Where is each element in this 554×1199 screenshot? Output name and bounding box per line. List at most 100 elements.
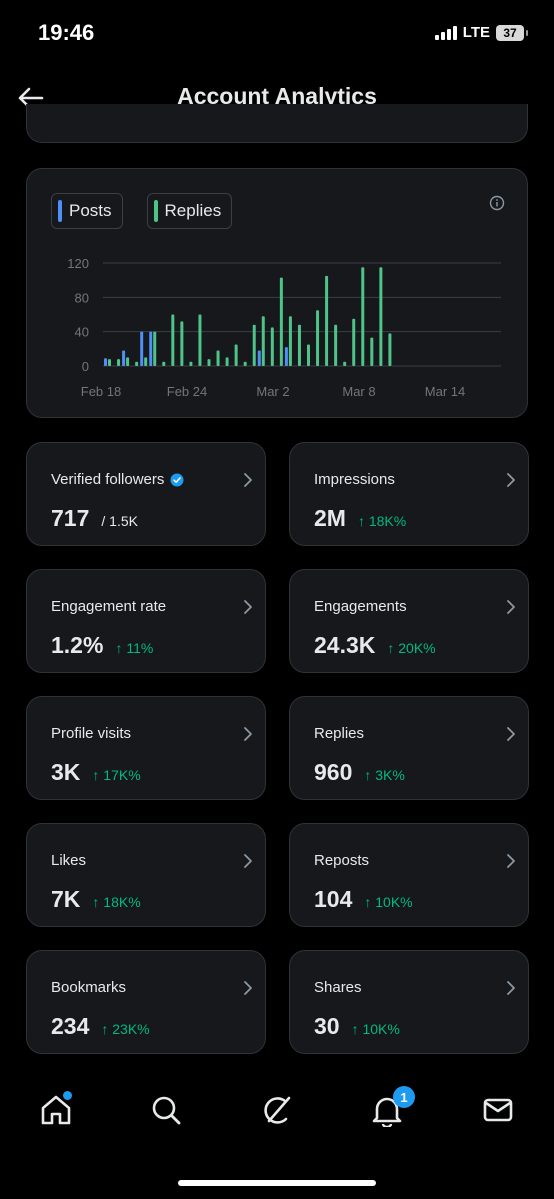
legend-replies-swatch [153,200,158,222]
metric-value: 24.3K [314,632,376,658]
metric-delta: ↑ 10K% [351,1021,400,1037]
metric-value-row: 234 ↑ 23K% [51,1013,150,1040]
metric-card-replies[interactable]: Replies 960 ↑ 3K% [289,696,529,800]
metric-value: 7K [51,886,81,912]
metric-value: 30 [314,1013,340,1039]
metric-card-shares[interactable]: Shares 30 ↑ 10K% [289,950,529,1054]
bar-replies [162,361,166,366]
metric-label-row: Shares [314,979,362,996]
metric-label: Reposts [314,852,370,869]
metric-card-verified-followers[interactable]: Verified followers 717 / 1.5K [26,442,266,546]
metric-label: Replies [314,725,365,742]
bar-replies [307,344,310,366]
metric-label: Profile visits [51,725,132,742]
scrolled-card [26,104,528,143]
bar-replies [370,337,374,366]
bar-replies [108,359,111,366]
grok-icon [264,1096,291,1124]
nav-notifications[interactable]: 1 [367,1086,415,1130]
metric-total: / 1.5K [101,513,138,529]
metric-value-row: 3K ↑ 17K% [51,759,141,786]
bar-replies [126,357,130,366]
bar-replies [243,361,247,366]
chevron-right-icon [507,600,515,614]
bar-replies [225,357,229,366]
nav-home[interactable] [36,1090,76,1130]
metric-delta: ↑ 23K% [101,1021,150,1037]
x-tick-label: Mar 14 [425,384,465,399]
y-tick-label: 80 [75,290,89,305]
metric-value-row: 7K ↑ 18K% [51,886,141,913]
x-tick-label: Mar 2 [256,384,289,399]
battery-icon: 37 [496,24,528,41]
bar-replies [198,314,202,366]
metric-value-row: 1.2% ↑ 11% [51,632,153,659]
chevron-right-icon [507,981,515,995]
metric-label: Bookmarks [51,979,127,996]
bar-replies [352,318,356,366]
metric-card-reposts[interactable]: Reposts 104 ↑ 10K% [289,823,529,927]
metric-value: 717 [51,505,90,531]
metric-value: 104 [314,886,353,912]
metric-value: 1.2% [51,632,104,658]
metric-card-engagement-rate[interactable]: Engagement rate 1.2% ↑ 11% [26,569,266,673]
metric-value-row: 30 ↑ 10K% [314,1013,400,1040]
metric-label: Engagement rate [51,598,167,615]
metric-label-row: Likes [51,852,86,869]
metric-value-row: 24.3K ↑ 20K% [314,632,436,659]
x-tick-label: Feb 24 [167,384,207,399]
y-tick-label: 0 [82,359,89,374]
metric-delta: ↑ 10K% [364,894,413,910]
info-icon[interactable] [489,195,505,211]
metric-card-likes[interactable]: Likes 7K ↑ 18K% [26,823,266,927]
chart-legend: Posts Replies [51,193,233,229]
metric-value: 3K [51,759,81,785]
bar-posts [284,347,288,366]
bar-posts [122,350,126,366]
notifications-icon [372,1097,402,1127]
metric-label: Shares [314,979,362,996]
metric-card-bookmarks[interactable]: Bookmarks 234 ↑ 23K% [26,950,266,1054]
metric-delta: ↑ 3K% [364,767,405,783]
notifications-count-badge: 1 [393,1086,415,1108]
bar-replies [279,277,283,366]
metric-value-row: 717 / 1.5K [51,505,138,532]
network-type: LTE [462,24,490,41]
metric-card-profile-visits[interactable]: Profile visits 3K ↑ 17K% [26,696,266,800]
metric-label-row: Engagements [314,598,407,615]
legend-posts[interactable]: Posts [51,193,123,229]
messages-icon [483,1098,513,1122]
search-icon [152,1096,181,1125]
bar-replies [117,359,121,366]
bottom-nav: 1 [0,1070,554,1160]
chevron-right-icon [507,473,515,487]
metric-label-row: Engagement rate [51,598,166,615]
bar-replies [189,361,193,366]
legend-posts-label: Posts [69,201,112,220]
legend-replies[interactable]: Replies [146,193,233,229]
chevron-right-icon [244,473,252,487]
metric-label-row: Profile visits [51,725,131,742]
legend-replies-label: Replies [164,201,222,220]
bar-replies [144,357,148,366]
metric-value: 234 [51,1013,90,1039]
nav-grok[interactable] [257,1090,297,1130]
status-time: 19:46 [38,20,95,45]
home-icon [41,1095,71,1125]
metric-card-engagements[interactable]: Engagements 24.3K ↑ 20K% [289,569,529,673]
bar-replies [207,359,211,366]
metric-card-impressions[interactable]: Impressions 2M ↑ 18K% [289,442,529,546]
metric-label-row: Verified followers [51,471,184,488]
bar-replies [252,324,256,366]
bar-replies [288,316,292,366]
bar-replies [297,324,301,366]
x-tick-label: Mar 8 [342,384,375,399]
bar-replies [388,333,392,366]
bar-replies [343,361,347,366]
metric-delta: ↑ 18K% [357,513,407,529]
nav-search[interactable] [146,1090,186,1130]
chevron-right-icon [507,854,515,868]
bar-replies [216,350,220,366]
y-tick-label: 40 [75,325,89,340]
nav-messages[interactable] [478,1090,518,1130]
